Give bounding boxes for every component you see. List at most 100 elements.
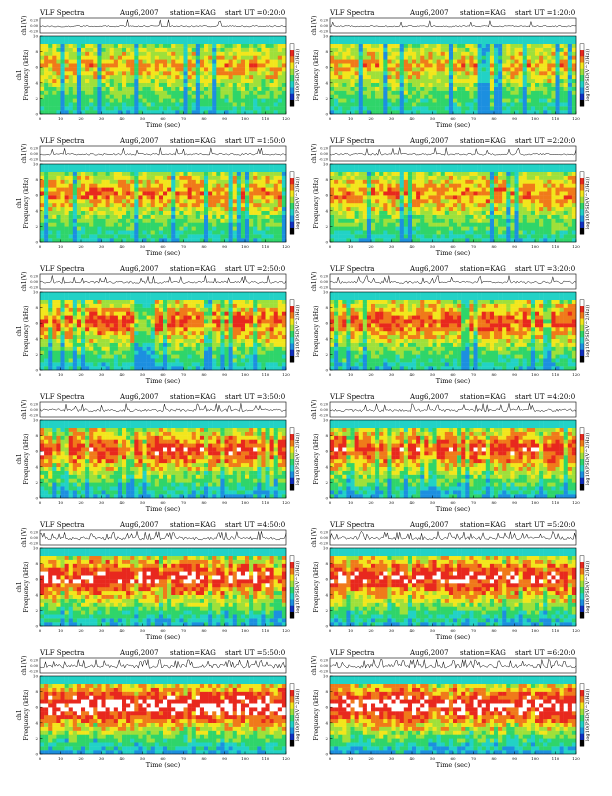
spectrogram-cell (400, 195, 404, 199)
spectrogram-cell (486, 95, 490, 99)
spectrogram-cell (449, 230, 453, 234)
spectrogram-cell (73, 226, 77, 230)
spectrogram-cells (40, 164, 286, 242)
spectrogram-cell (270, 79, 274, 83)
spectrogram-cell (375, 95, 379, 99)
spectrogram-cell (433, 95, 437, 99)
spectrogram-cell (48, 75, 52, 79)
spectrogram-cell (106, 87, 110, 91)
spectrogram-cell (282, 180, 286, 184)
x-tick-label: 20 (78, 116, 84, 121)
spectrogram-cell (363, 238, 367, 242)
spectrogram-cell (572, 215, 576, 219)
spectrogram-cell (192, 219, 196, 223)
spectrogram-cell (547, 207, 551, 211)
spectrogram-cell (523, 98, 527, 102)
spectrogram-cell (392, 102, 396, 106)
spectrogram-cell (97, 106, 101, 110)
spectrogram-cell (245, 226, 249, 230)
spectrogram-cell (564, 219, 568, 223)
spectrogram-cell (547, 184, 551, 188)
spectrogram-cell (449, 102, 453, 106)
spectrogram-cell (363, 71, 367, 75)
spectrogram-cell (363, 187, 367, 191)
spectrogram-cell (155, 87, 159, 91)
spectrogram-cell (257, 56, 261, 60)
spectrogram-cell (424, 95, 428, 99)
spectrogram-cell (167, 203, 171, 207)
spectrogram-cell (93, 87, 97, 91)
spectrogram-cell (44, 234, 48, 238)
spectrogram-cell (342, 63, 346, 67)
spectrogram-cell (498, 172, 502, 176)
spectrogram-cell (535, 176, 539, 180)
spectrogram-cell (184, 83, 188, 87)
spectrogram-cell (408, 191, 412, 195)
spectrogram-cell (110, 87, 114, 91)
spectrogram-cell (130, 56, 134, 60)
spectrogram-cell (461, 191, 465, 195)
spectrogram-cell (437, 59, 441, 63)
spectrogram-cell (261, 67, 265, 71)
spectrogram-cell (359, 238, 363, 242)
spectrogram-cell (392, 168, 396, 172)
spectrogram-cell (338, 203, 342, 207)
spectrogram-cell (498, 44, 502, 48)
spectrogram-cell (159, 168, 163, 172)
spectrogram-cell (482, 71, 486, 75)
spectrogram-cell (334, 56, 338, 60)
x-tick-label: 120 (282, 244, 290, 249)
spectrogram-cell (416, 187, 420, 191)
spectrogram-cell (155, 36, 159, 40)
spectrogram-cell (523, 106, 527, 110)
spectrogram-cell (572, 110, 576, 114)
spectrogram-cell (97, 180, 101, 184)
spectrogram-cell (342, 199, 346, 203)
spectrogram-cell (527, 226, 531, 230)
spectrogram-cell (445, 199, 449, 203)
spectrogram-cell (556, 44, 560, 48)
spectrogram-cell (387, 67, 391, 71)
spectrogram-cell (387, 219, 391, 223)
spectrogram-cell (282, 230, 286, 234)
x-tick-label: 50 (430, 116, 436, 121)
spectrogram-cell (445, 230, 449, 234)
spectrogram-cell (334, 215, 338, 219)
spectrogram-cell (167, 44, 171, 48)
spectrogram-cell (106, 238, 110, 242)
spectrogram-cell (408, 195, 412, 199)
spectrogram-cell (196, 172, 200, 176)
spectrogram-cell (245, 87, 249, 91)
spectrogram-cell (266, 110, 270, 114)
spectrogram-cell (330, 180, 334, 184)
spectrogram-cell (200, 79, 204, 83)
spectrogram-cell (147, 230, 151, 234)
spectrogram-cell (204, 215, 208, 219)
spectrogram-cell (77, 40, 81, 44)
spectrogram-cell (261, 59, 265, 63)
spectrogram-cell (482, 91, 486, 95)
spectrogram-cell (126, 180, 130, 184)
x-tick-label: 100 (241, 244, 249, 249)
spectrogram-cell (478, 203, 482, 207)
spectrogram-cell (114, 91, 118, 95)
spectrogram-cell (334, 63, 338, 67)
spectrogram-cell (138, 191, 142, 195)
spectrogram-cell (122, 172, 126, 176)
spectrogram-cell (122, 87, 126, 91)
spectrogram-cell (257, 226, 261, 230)
spectrogram-cell (102, 67, 106, 71)
spectrogram-cell (73, 238, 77, 242)
spectrogram-cell (383, 106, 387, 110)
spectrogram-cell (188, 59, 192, 63)
spectrogram-cell (130, 187, 134, 191)
spectrogram-cell (245, 79, 249, 83)
spectrogram-cell (266, 79, 270, 83)
spectrogram-cell (539, 71, 543, 75)
x-tick-label: 120 (572, 116, 580, 121)
spectrogram-cell (523, 164, 527, 168)
spectrogram-cell (208, 215, 212, 219)
spectrogram-cell (229, 191, 233, 195)
spectrogram-cell (494, 106, 498, 110)
spectrogram-cell (171, 195, 175, 199)
